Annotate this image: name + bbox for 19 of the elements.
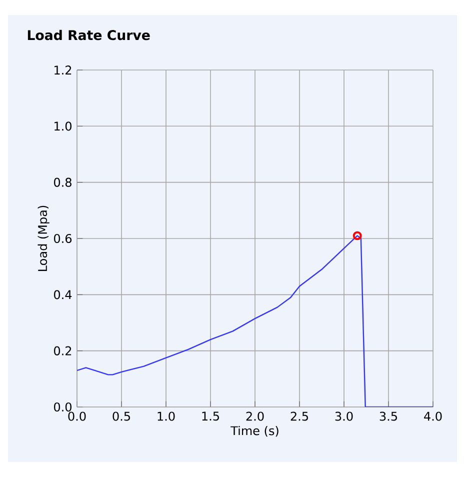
y-tick-label: 0.2 <box>54 346 72 356</box>
x-tick-label: 0.0 <box>68 412 86 421</box>
x-axis-title: Time (s) <box>230 426 278 437</box>
x-tick-label: 2.0 <box>246 412 264 421</box>
x-tick-label: 1.0 <box>158 412 175 421</box>
y-tick-label: 0.6 <box>54 234 72 244</box>
chart-title: Load Rate Curve <box>28 30 150 40</box>
y-tick-label: 1.0 <box>54 122 72 131</box>
x-tick-label: 1.5 <box>202 412 219 421</box>
x-tick-label: 2.5 <box>290 412 308 421</box>
x-tick-label: 4.0 <box>424 412 442 421</box>
x-tick-label: 3.5 <box>380 412 397 421</box>
x-tick-label: 3.0 <box>335 412 353 421</box>
y-axis-title: Load (Mpa) <box>38 206 50 271</box>
y-tick-label: 1.2 <box>54 66 72 74</box>
y-tick-label: 0.8 <box>54 178 72 187</box>
x-tick-label: 0.5 <box>112 412 130 421</box>
y-tick-label: 0.4 <box>54 290 72 300</box>
y-tick-label: 0.0 <box>54 402 72 412</box>
